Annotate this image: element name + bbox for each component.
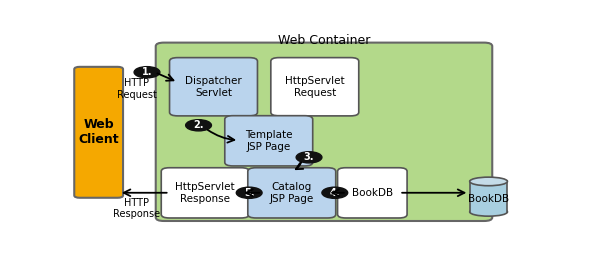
Text: 1.: 1. <box>142 67 152 77</box>
Circle shape <box>134 67 160 78</box>
FancyBboxPatch shape <box>74 67 123 198</box>
Bar <box>470 181 507 212</box>
Text: 2.: 2. <box>193 120 204 130</box>
Text: HttpServlet
Response: HttpServlet Response <box>175 182 235 204</box>
Circle shape <box>236 187 262 198</box>
Text: HTTP
Request: HTTP Request <box>117 79 157 100</box>
Text: HttpServlet
Request: HttpServlet Request <box>285 76 345 98</box>
Text: HTTP
Response: HTTP Response <box>113 198 160 219</box>
FancyBboxPatch shape <box>225 116 312 166</box>
Text: 3.: 3. <box>304 152 314 162</box>
Text: Dispatcher
Servlet: Dispatcher Servlet <box>185 76 242 98</box>
Text: Web Container: Web Container <box>278 34 370 47</box>
Text: 4.: 4. <box>330 188 340 198</box>
FancyBboxPatch shape <box>169 58 257 116</box>
Ellipse shape <box>470 177 507 186</box>
Circle shape <box>296 152 322 163</box>
Text: BookDB: BookDB <box>352 188 393 198</box>
Circle shape <box>322 187 347 198</box>
Text: Template
JSP Page: Template JSP Page <box>245 130 292 152</box>
Ellipse shape <box>470 207 507 216</box>
Text: Web
Client: Web Client <box>78 118 119 146</box>
FancyBboxPatch shape <box>156 43 492 221</box>
FancyBboxPatch shape <box>271 58 359 116</box>
FancyBboxPatch shape <box>337 168 407 218</box>
FancyBboxPatch shape <box>161 168 249 218</box>
Circle shape <box>186 120 211 131</box>
Bar <box>470 181 507 212</box>
Text: Catalog
JSP Page: Catalog JSP Page <box>270 182 314 204</box>
Text: 5.: 5. <box>244 188 254 198</box>
Text: BookDB: BookDB <box>468 194 509 204</box>
FancyBboxPatch shape <box>248 168 336 218</box>
